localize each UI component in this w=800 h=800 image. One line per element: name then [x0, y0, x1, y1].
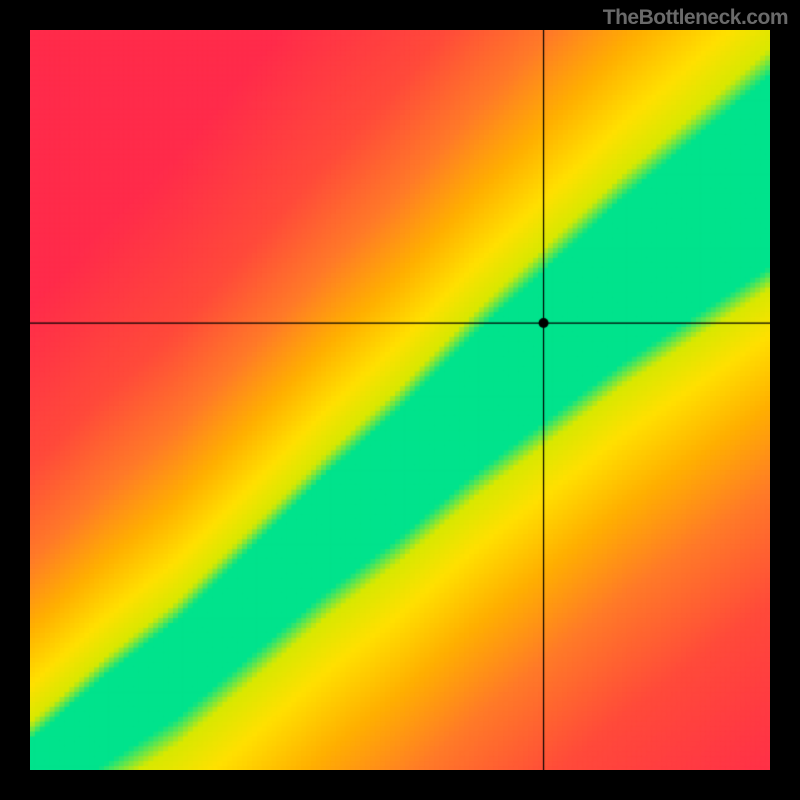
heatmap-canvas: [30, 30, 770, 770]
chart-container: TheBottleneck.com: [0, 0, 800, 800]
watermark-text: TheBottleneck.com: [603, 6, 788, 30]
